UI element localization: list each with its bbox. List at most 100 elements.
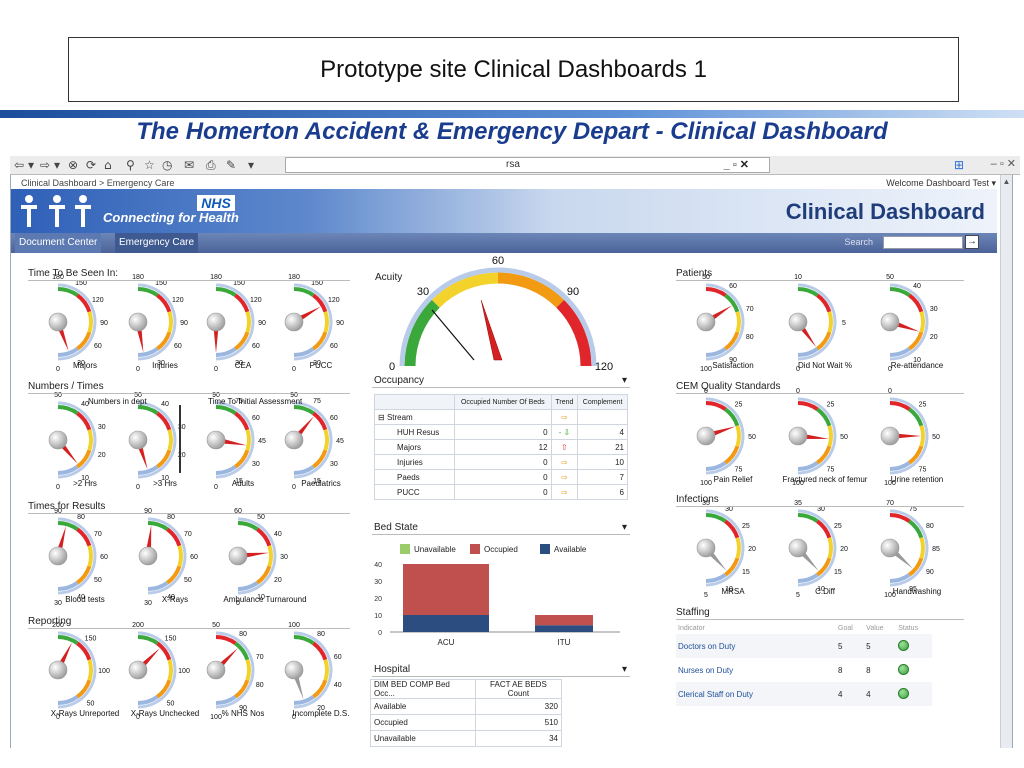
edit-icon[interactable]: ✎	[226, 158, 237, 172]
gauge-band	[137, 465, 159, 475]
gauge-tick-label: 30	[252, 461, 260, 468]
gauge-tick-label: 60	[100, 554, 108, 561]
gauge-band	[816, 445, 832, 465]
gauge-band	[816, 293, 832, 313]
gauge-band	[87, 545, 93, 567]
occupancy-menu[interactable]: ▾	[622, 375, 628, 386]
gauge-tick-label: 20	[840, 546, 848, 553]
dropdown-arrow-icon[interactable]: ▾	[54, 158, 61, 172]
gauge-tick-label: 95	[909, 586, 917, 593]
bed-state-chart: Unavailable Occupied Available 0 10 20 30 40 ACU…	[374, 544, 620, 647]
gauge-tick-label: 20	[274, 577, 282, 584]
gauge-band	[76, 411, 92, 431]
section-title-numbers-times: Numbers / Times	[28, 381, 104, 392]
search-go-button[interactable]: →	[965, 235, 979, 249]
gauge-band	[137, 347, 159, 357]
mail-icon[interactable]: ✉	[184, 158, 195, 172]
tab-document-center[interactable]: Document Center	[15, 233, 102, 253]
forward-icon[interactable]: ⇨	[40, 158, 51, 172]
dropdown-arrow-icon[interactable]: ▾	[28, 158, 35, 172]
bar-segment[interactable]	[535, 615, 593, 626]
indicator-link[interactable]: Clerical Staff on Duty	[678, 689, 753, 699]
gauge-band	[57, 465, 79, 475]
address-bar[interactable]: rsa _ ▫ ✕	[285, 157, 770, 173]
complement-cell: 7	[577, 469, 628, 485]
gauge-band	[293, 635, 315, 645]
gauge-band	[57, 635, 79, 645]
breadcrumb[interactable]: Clinical Dashboard > Emergency Care	[21, 178, 175, 188]
gauge-band	[705, 347, 727, 357]
gauge-hub	[696, 538, 716, 558]
address-window-controls[interactable]: _ ▫ ✕	[723, 159, 749, 171]
gauge-tick-label: 150	[75, 280, 87, 287]
gauge-tick-label: 60	[252, 415, 260, 422]
search-input[interactable]	[883, 236, 963, 249]
section-rule	[28, 628, 350, 629]
gauge-band	[724, 519, 740, 539]
bar-segment[interactable]	[535, 625, 593, 632]
print-icon[interactable]: ⎙	[206, 158, 216, 172]
gauge-band	[323, 659, 329, 681]
stop-icon[interactable]: ⊗	[68, 158, 79, 172]
gauge-tick-ring	[57, 283, 97, 361]
gauge-label: Fractured neck of femur	[782, 475, 868, 484]
gauge-band	[156, 679, 172, 699]
gauge-tick-label: 80	[746, 334, 754, 341]
stream-cell[interactable]: ⊟ Stream	[374, 409, 455, 425]
gauge-tick-label: 100	[884, 592, 896, 599]
section-title-infections: Infections	[676, 494, 719, 505]
dropdown-arrow-icon[interactable]: ▾	[248, 158, 255, 172]
gauge-hub	[696, 312, 716, 332]
gauge-band	[137, 405, 159, 415]
gauge-tick-label: 100	[178, 668, 190, 675]
gauge-band	[215, 695, 237, 705]
bed-state-menu[interactable]: ▾	[622, 522, 628, 533]
refresh-icon[interactable]: ⟳	[86, 158, 97, 172]
gauge-band	[87, 311, 93, 333]
gauge-band	[177, 545, 183, 567]
gauge-tick-label: 50	[257, 514, 265, 521]
legend-swatch	[470, 544, 480, 554]
section-title-time-to-be-seen: Time To Be Seen In:	[28, 268, 119, 279]
slide-subtitle: The Homerton Accident & Emergency Depart…	[136, 118, 888, 145]
scroll-up-icon[interactable]: ▲	[1002, 177, 1011, 186]
gauge-tick-label: 75	[235, 398, 243, 405]
gauge-band	[156, 331, 172, 351]
gauge-tick-label: 70	[256, 654, 264, 661]
complement-cell: 4	[577, 424, 628, 440]
gauge-band	[919, 537, 925, 559]
windows-logo-icon: ⊞	[954, 158, 965, 172]
tab-emergency-care[interactable]: Emergency Care	[115, 233, 199, 253]
hospital-menu[interactable]: ▾	[622, 664, 628, 675]
gauge-band	[827, 311, 833, 333]
search-icon[interactable]: ⚲	[126, 158, 135, 172]
gauge-tick-label: 25	[827, 401, 835, 408]
gauge-label: X-Rays Unreported	[50, 709, 120, 718]
welcome-menu[interactable]: Welcome Dashboard Test ▾	[886, 178, 996, 188]
bar-segment[interactable]	[403, 615, 489, 632]
gauge-band	[797, 573, 819, 583]
gauge: 180 150 120 90 60 30 0	[128, 274, 188, 373]
window-controls[interactable]: – ▫ ✕	[990, 158, 1016, 170]
gauge-tick-label: 90	[180, 320, 188, 327]
home-icon[interactable]: ⌂	[104, 158, 112, 172]
gauge-tick-label: 20	[98, 452, 106, 459]
favorites-icon[interactable]: ☆	[144, 158, 155, 172]
bar-segment[interactable]	[403, 564, 489, 615]
gauge-band	[234, 641, 250, 661]
gauge-tick-label: 0	[292, 714, 296, 721]
collapse-icon[interactable]: ⊟	[378, 412, 385, 422]
scrollbar[interactable]: ▲	[1000, 175, 1012, 748]
section-rule	[676, 506, 964, 507]
section-title-occupancy: Occupancy	[374, 375, 425, 386]
gauge-tick-label: 180	[132, 274, 144, 281]
gauge-tick-label: 40	[167, 594, 175, 601]
indicator-link[interactable]: Doctors on Duty	[678, 641, 736, 651]
gauge-band	[215, 405, 237, 415]
gauge-tick-label: 0	[56, 484, 60, 491]
history-icon[interactable]: ◷	[162, 158, 173, 172]
back-icon[interactable]: ⇦	[14, 158, 25, 172]
indicator-link[interactable]: Nurses on Duty	[678, 665, 734, 675]
acuity-band	[431, 272, 499, 308]
gauge-tick-ring	[57, 631, 97, 709]
